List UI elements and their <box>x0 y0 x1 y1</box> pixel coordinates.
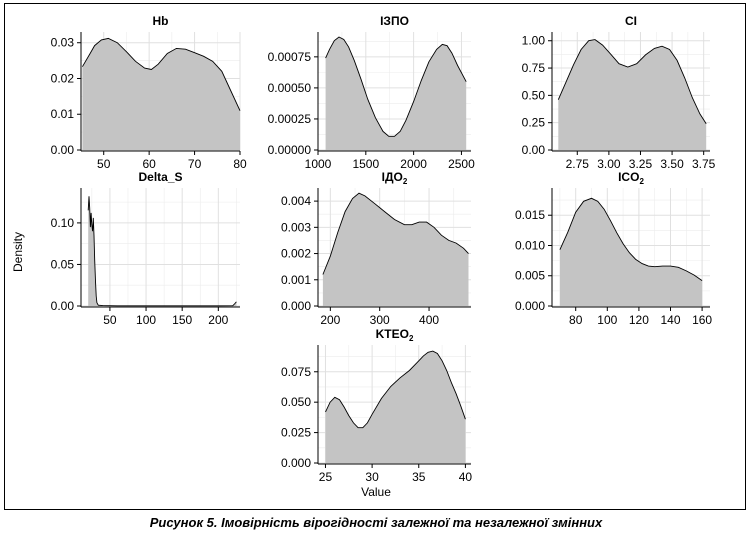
density-area <box>88 196 237 306</box>
y-tick-label: 0.00025 <box>268 112 312 126</box>
y-tick-label: 0.00 <box>51 299 75 313</box>
x-tick-label: 3.75 <box>692 157 716 171</box>
x-tick-label: 80 <box>233 157 247 171</box>
x-tick-label: 1500 <box>352 157 379 171</box>
x-tick-label: 300 <box>370 313 390 327</box>
y-tick-label: 0.002 <box>281 247 311 261</box>
x-tick-label: 3.50 <box>660 157 684 171</box>
y-tick-label: 0.025 <box>281 426 311 440</box>
x-tick-label: 80 <box>569 313 583 327</box>
density-line <box>325 36 467 137</box>
y-tick-label: 0.05 <box>51 257 75 271</box>
y-axis-title: Density <box>11 232 25 272</box>
density-line <box>82 37 241 111</box>
density-area <box>322 193 469 306</box>
density-line <box>322 192 469 275</box>
y-tick-label: 0.003 <box>281 220 311 234</box>
panel-title: CI <box>625 14 637 28</box>
x-tick-label: 25 <box>319 470 333 484</box>
x-tick-label: 50 <box>97 157 111 171</box>
y-tick-label: 0.00075 <box>268 50 312 64</box>
x-tick-label: 1000 <box>305 157 332 171</box>
x-tick-label: 2.75 <box>566 157 590 171</box>
x-tick-label: 200 <box>320 313 340 327</box>
density-line <box>325 350 466 429</box>
x-tick-label: 3.25 <box>629 157 653 171</box>
density-area <box>82 38 241 150</box>
panel-5: 200 300 400 0.000 0.001 0.002 0.003 0.004 IДO2 <box>281 170 471 327</box>
x-tick-label: 40 <box>459 470 473 484</box>
x-tick-label: 200 <box>208 313 228 327</box>
density-area <box>558 39 707 150</box>
panel-7: 25 30 35 40 0.000 0.025 0.050 0.075 KTEO2 <box>281 327 472 484</box>
x-tick-label: 50 <box>103 313 117 327</box>
y-tick-label: 0.75 <box>522 61 546 75</box>
x-tick-label: 30 <box>365 470 379 484</box>
x-tick-label: 60 <box>142 157 156 171</box>
x-tick-label: 100 <box>597 313 617 327</box>
panel-2: 1000 1500 2000 2500 0.00000 0.00025 0.00050 0.0… <box>268 14 475 171</box>
y-tick-label: 0.03 <box>51 36 75 50</box>
y-tick-label: 0.004 <box>281 194 311 208</box>
y-tick-label: 0.015 <box>515 208 545 222</box>
panel-title: IДO2 <box>382 170 408 186</box>
x-axis-title: Value <box>361 485 391 499</box>
y-tick-label: 0.25 <box>522 116 546 130</box>
x-tick-label: 70 <box>188 157 202 171</box>
y-tick-label: 0.00050 <box>268 81 312 95</box>
y-tick-label: 1.00 <box>522 34 546 48</box>
y-tick-label: 0.000 <box>515 299 545 313</box>
y-tick-label: 0.50 <box>522 88 546 102</box>
y-tick-label: 0.000 <box>281 456 311 470</box>
panel-4: 50 100 150 200 0.00 0.05 0.10 Delta_S <box>51 170 240 327</box>
panel-title: KTEO2 <box>376 327 414 343</box>
panel-6: 80 100 120 140 160 0.000 0.005 0.010 0.015 ICO2 <box>515 170 712 327</box>
y-tick-label: 0.075 <box>281 365 311 379</box>
panel-1: 50 60 70 80 0.00 0.01 0.02 0.03 Hb <box>51 14 247 171</box>
x-tick-label: 2500 <box>448 157 475 171</box>
density-line <box>559 197 703 281</box>
y-tick-label: 0.000 <box>281 299 311 313</box>
y-tick-label: 0.02 <box>51 71 75 85</box>
y-tick-label: 0.10 <box>51 216 75 230</box>
x-tick-label: 100 <box>136 313 156 327</box>
y-tick-label: 0.00 <box>51 143 75 157</box>
panel-title: Delta_S <box>138 170 182 184</box>
y-tick-label: 0.00000 <box>268 143 312 157</box>
x-tick-label: 120 <box>629 313 649 327</box>
density-line <box>87 196 237 307</box>
x-tick-label: 35 <box>412 470 426 484</box>
x-tick-label: 160 <box>692 313 712 327</box>
density-area <box>325 351 466 463</box>
figure-frame <box>4 3 746 510</box>
panel-title: Hb <box>153 14 169 28</box>
y-tick-label: 0.050 <box>281 395 311 409</box>
panel-3: 2.75 3.00 3.25 3.50 3.75 0.00 0.25 0.50 0.75 1.00… <box>522 14 716 171</box>
density-area <box>325 37 467 150</box>
x-tick-label: 150 <box>172 313 192 327</box>
y-tick-label: 0.010 <box>515 238 545 252</box>
density-line <box>557 39 707 125</box>
panel-title: ICO2 <box>618 170 644 186</box>
figure-caption: Рисунок 5. Імовірність вірогідності зале… <box>149 515 603 530</box>
y-tick-label: 0.01 <box>51 107 75 121</box>
y-tick-label: 0.00 <box>522 143 546 157</box>
panel-title: IЗПО <box>380 14 409 28</box>
y-tick-label: 0.005 <box>515 269 545 283</box>
x-tick-label: 2000 <box>400 157 427 171</box>
density-area <box>559 198 703 306</box>
x-tick-label: 400 <box>419 313 439 327</box>
x-tick-label: 3.00 <box>597 157 621 171</box>
x-tick-label: 140 <box>660 313 680 327</box>
y-tick-label: 0.001 <box>281 273 311 287</box>
